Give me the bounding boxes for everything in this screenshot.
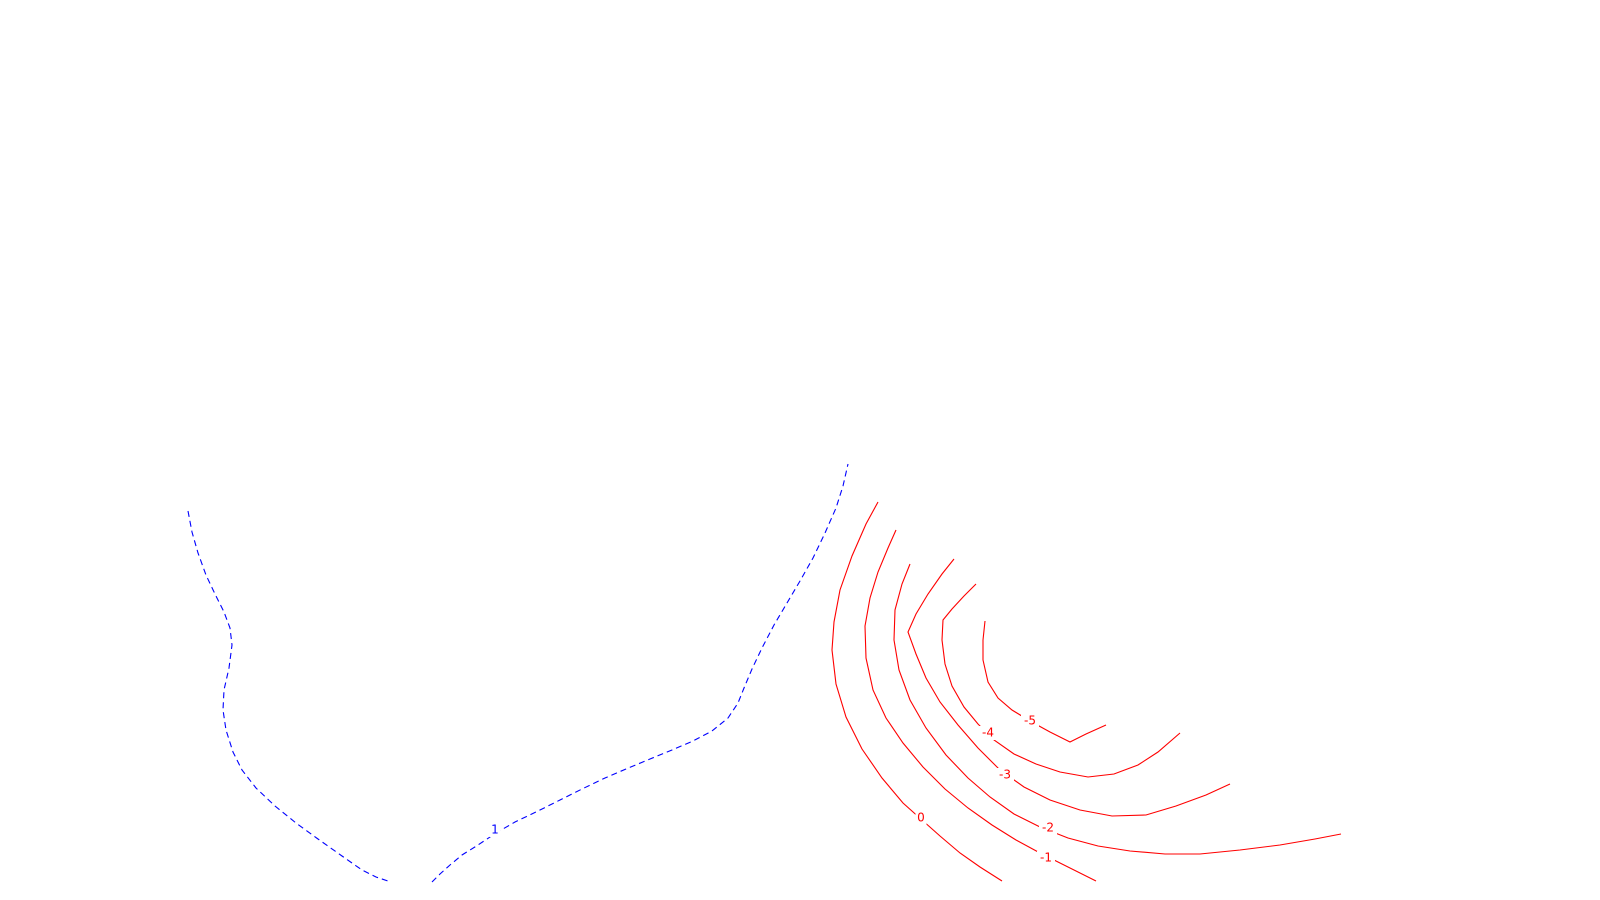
contour-label-background xyxy=(979,726,997,740)
contour-label-level-neg3: -3 xyxy=(999,768,1011,782)
contour-label-background xyxy=(489,823,501,837)
contour-label-level-neg1: -1 xyxy=(1040,851,1052,865)
contour-line-level-neg2 xyxy=(893,563,1342,855)
contour-label-background xyxy=(1037,851,1055,865)
contour-label-background xyxy=(1021,714,1039,728)
contour-label-level-neg4: -4 xyxy=(982,726,994,740)
contour-line-level-neg5 xyxy=(982,620,1107,743)
contour-labels: 1 0 -1 -2 -3 -4 -5 xyxy=(489,714,1057,865)
contour-line-level-0 xyxy=(831,501,1003,882)
contour-label-level-neg5: -5 xyxy=(1024,714,1036,728)
contour-label-background xyxy=(915,811,927,825)
contour-label-background xyxy=(996,768,1014,782)
contour-label-background xyxy=(1039,821,1057,835)
contour-line-level-neg3 xyxy=(907,558,1231,817)
contour-label-level-0: 0 xyxy=(917,811,925,825)
contour-label-level-1: 1 xyxy=(491,823,499,837)
contour-label-level-neg2: -2 xyxy=(1042,821,1054,835)
